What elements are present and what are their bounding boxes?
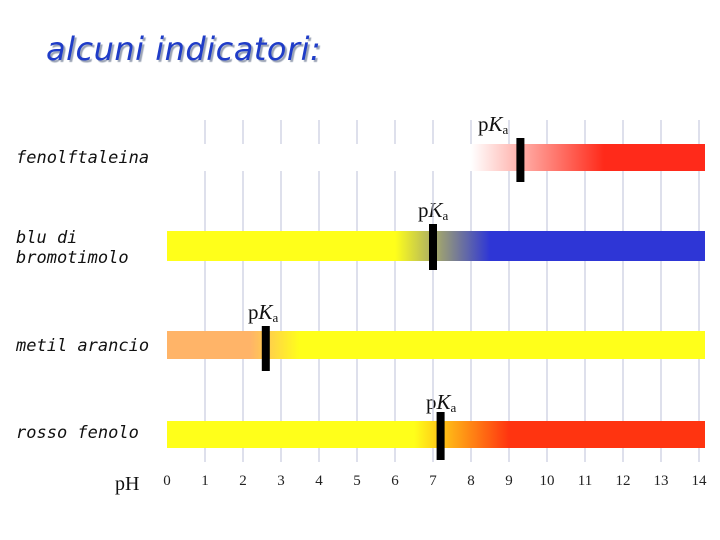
ph-tick-label: 0 [163,473,171,489]
indicator-label-blu-di-bromotimolo: blu di bromotimolo [16,228,129,268]
ph-tick-label: 12 [616,473,631,489]
pka-marker [516,138,525,182]
pka-marker [261,326,270,371]
pka-label-metil-arancio: pKa [248,300,279,325]
ph-tick-label: 13 [654,473,669,489]
indicator-range-bar [167,421,705,448]
ph-tick-label: 5 [353,473,361,489]
ph-tick-label: 7 [429,473,437,489]
indicator-range-bar [167,144,705,171]
ph-tick-label: 14 [692,473,708,489]
ph-tick-label: 6 [391,473,399,489]
ph-tick-label: 9 [505,473,513,489]
ph-tick-label: 11 [578,473,592,489]
indicator-range-bar [167,331,705,359]
page-title: alcuni indicatori: [46,30,322,68]
ph-tick-label: 4 [315,473,323,489]
pka-marker [436,412,445,460]
ph-tick-label: 2 [239,473,247,489]
pka-label-rosso-fenolo: pKa [426,390,457,415]
ph-tick-label: 1 [201,473,209,489]
ph-tick-label: 3 [277,473,285,489]
pka-label-fenolftaleina: pKa [478,112,509,137]
pka-label-blu-di-bromotimolo: pKa [418,198,449,223]
ph-tick-label: 8 [467,473,475,489]
pka-marker [429,224,437,270]
ph-tick-label: 10 [540,473,555,489]
indicator-label-fenolftaleina: fenolftaleina [16,148,150,168]
indicator-label-rosso-fenolo: rosso fenolo [16,423,139,443]
indicator-label-metil-arancio: metil arancio [16,336,150,356]
ph-axis-label: pH [115,473,140,495]
